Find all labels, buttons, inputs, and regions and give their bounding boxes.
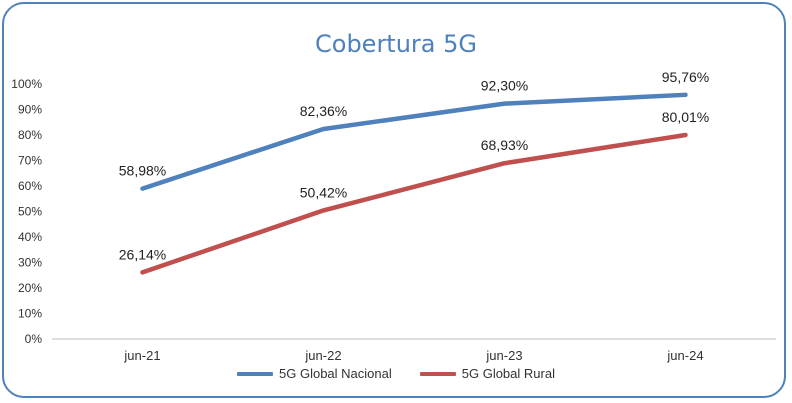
legend-label-rural: 5G Global Rural <box>461 366 555 381</box>
x-tick-label: jun-24 <box>666 348 703 363</box>
y-tick-label: 70% <box>18 154 42 168</box>
data-label: 68,93% <box>481 137 528 153</box>
data-point <box>321 208 326 213</box>
y-tick-label: 20% <box>18 281 42 295</box>
legend-item-nacional[interactable]: 5G Global Nacional <box>237 366 392 381</box>
data-point <box>683 92 688 97</box>
y-tick-label: 100% <box>11 77 42 91</box>
y-tick-label: 80% <box>18 128 42 142</box>
series-line <box>140 132 688 275</box>
x-tick-label: jun-22 <box>304 348 341 363</box>
legend-swatch-nacional <box>237 371 274 376</box>
y-tick-label: 0% <box>25 332 43 346</box>
y-tick-label: 50% <box>18 205 42 219</box>
data-label: 50,42% <box>300 184 347 200</box>
data-label: 92,30% <box>481 78 528 94</box>
x-tick-label: jun-23 <box>485 348 522 363</box>
data-label: 82,36% <box>300 103 347 119</box>
data-label: 80,01% <box>662 109 709 125</box>
y-tick-label: 90% <box>18 103 42 117</box>
data-label: 26,14% <box>119 246 166 262</box>
data-point <box>140 270 145 275</box>
legend-label-nacional: 5G Global Nacional <box>279 366 392 381</box>
y-tick-label: 40% <box>18 230 42 244</box>
y-tick-label: 30% <box>18 256 42 270</box>
data-point <box>502 161 507 166</box>
series-line <box>140 92 688 191</box>
chart-title: Cobertura 5G <box>315 30 477 58</box>
legend-item-rural[interactable]: 5G Global Rural <box>419 366 555 381</box>
chart-legend: 5G Global Nacional 5G Global Rural <box>0 366 792 381</box>
x-tick-label: jun-21 <box>123 348 160 363</box>
data-label: 58,98% <box>119 163 166 179</box>
data-point <box>140 186 145 191</box>
legend-swatch-rural <box>419 371 456 376</box>
chart-frame <box>2 2 786 398</box>
data-label: 95,76% <box>662 69 709 85</box>
y-tick-label: 60% <box>18 179 42 193</box>
data-point <box>321 126 326 131</box>
data-point <box>683 132 688 137</box>
data-point <box>502 101 507 106</box>
y-tick-label: 10% <box>18 307 42 321</box>
